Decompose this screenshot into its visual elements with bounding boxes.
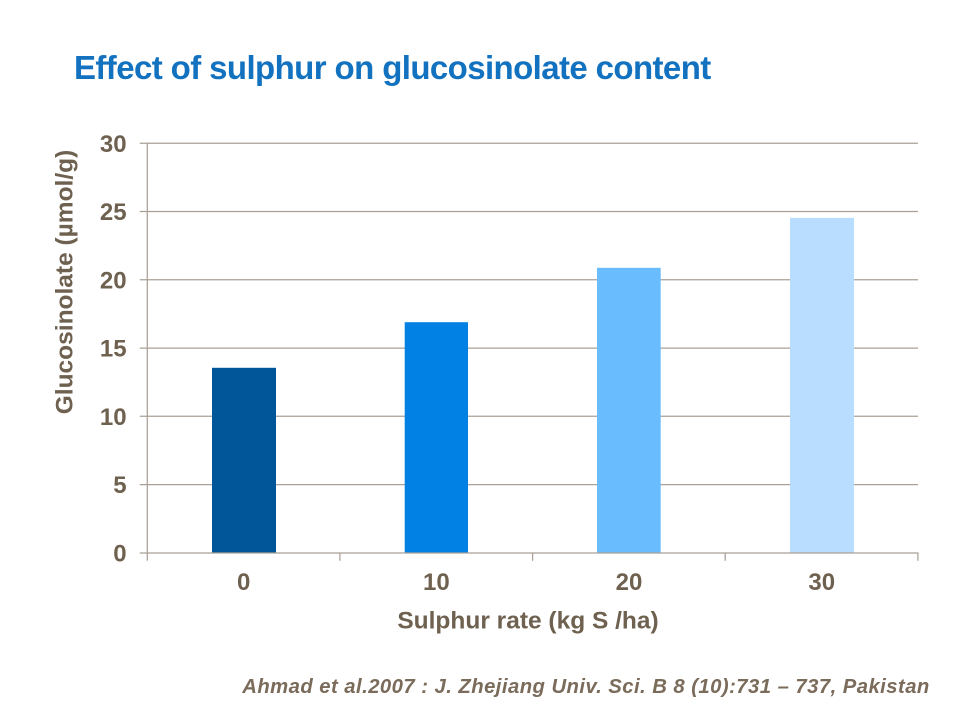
- svg-text:Glucosinolate (µmol/g): Glucosinolate (µmol/g): [52, 150, 79, 415]
- svg-text:30: 30: [808, 569, 835, 596]
- svg-text:10: 10: [100, 404, 127, 431]
- svg-text:0: 0: [113, 541, 126, 568]
- svg-text:30: 30: [100, 131, 127, 158]
- svg-text:Ahmad et al.2007 : J. Zhejiang: Ahmad et al.2007 : J. Zhejiang Univ. Sci…: [241, 676, 930, 698]
- svg-text:10: 10: [423, 569, 450, 596]
- svg-text:5: 5: [113, 472, 126, 499]
- svg-text:20: 20: [616, 569, 643, 596]
- svg-text:0: 0: [237, 569, 250, 596]
- svg-text:25: 25: [100, 199, 127, 226]
- svg-text:15: 15: [100, 336, 127, 363]
- svg-text:20: 20: [100, 267, 127, 294]
- svg-text:Sulphur rate (kg S /ha): Sulphur rate (kg S /ha): [397, 608, 658, 635]
